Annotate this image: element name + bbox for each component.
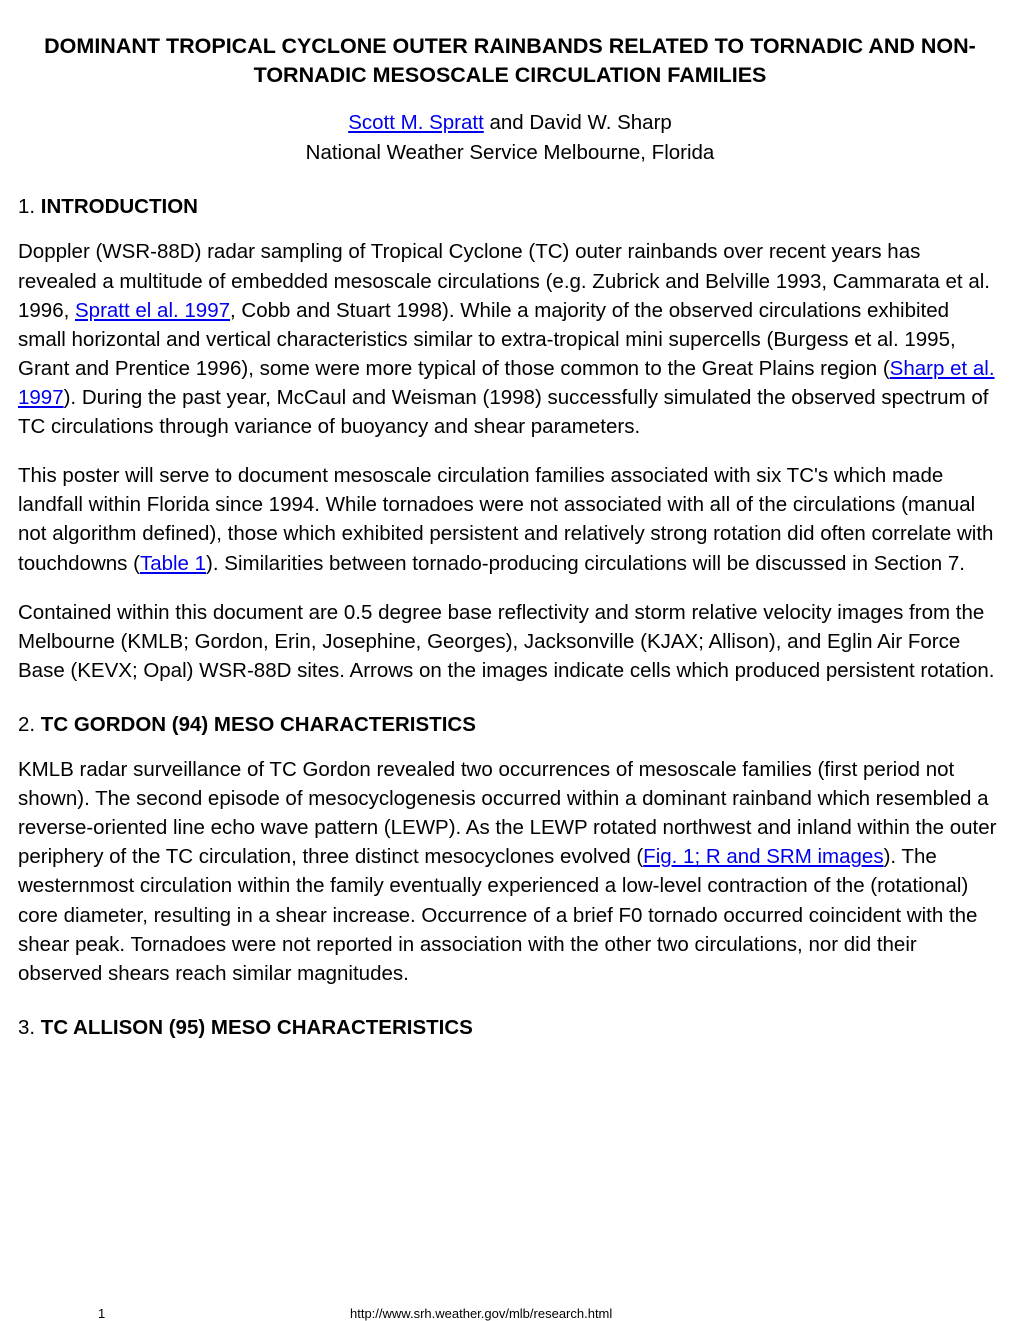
para-1-text-c: ). During the past year, McCaul and Weis… <box>18 386 988 438</box>
paragraph-4: KMLB radar surveillance of TC Gordon rev… <box>18 755 1002 988</box>
paper-title: DOMINANT TROPICAL CYCLONE OUTER RAINBAND… <box>18 32 1002 90</box>
section-3-num: 3. <box>18 1016 41 1039</box>
reference-link-fig-1[interactable]: Fig. 1; R and SRM images <box>643 845 883 868</box>
author-affiliation: National Weather Service Melbourne, Flor… <box>306 141 715 164</box>
paragraph-3: Contained within this document are 0.5 d… <box>18 598 1002 685</box>
paragraph-1: Doppler (WSR-88D) radar sampling of Trop… <box>18 237 1002 441</box>
para-2-text-b: ). Similarities between tornado-producin… <box>206 552 965 575</box>
section-3-heading: 3. TC ALLISON (95) MESO CHARACTERISTICS <box>18 1016 1002 1040</box>
authors-block: Scott M. Spratt and David W. Sharp Natio… <box>18 108 1002 167</box>
section-1-label: INTRODUCTION <box>41 195 198 218</box>
section-2-label: TC GORDON (94) MESO CHARACTERISTICS <box>41 713 476 736</box>
section-3-label: TC ALLISON (95) MESO CHARACTERISTICS <box>41 1016 473 1039</box>
section-2-heading: 2. TC GORDON (94) MESO CHARACTERISTICS <box>18 713 1002 737</box>
section-2-num: 2. <box>18 713 41 736</box>
author-link-spratt[interactable]: Scott M. Spratt <box>348 111 484 134</box>
reference-link-spratt-1997[interactable]: Spratt el al. 1997 <box>75 299 230 322</box>
paragraph-2: This poster will serve to document mesos… <box>18 461 1002 577</box>
author-sharp: and David W. Sharp <box>484 111 672 134</box>
section-1-num: 1. <box>18 195 41 218</box>
footer-url: http://www.srh.weather.gov/mlb/research.… <box>350 1306 612 1321</box>
page-number: 1 <box>98 1306 105 1321</box>
section-1-heading: 1. INTRODUCTION <box>18 195 1002 219</box>
reference-link-table-1[interactable]: Table 1 <box>140 552 206 575</box>
